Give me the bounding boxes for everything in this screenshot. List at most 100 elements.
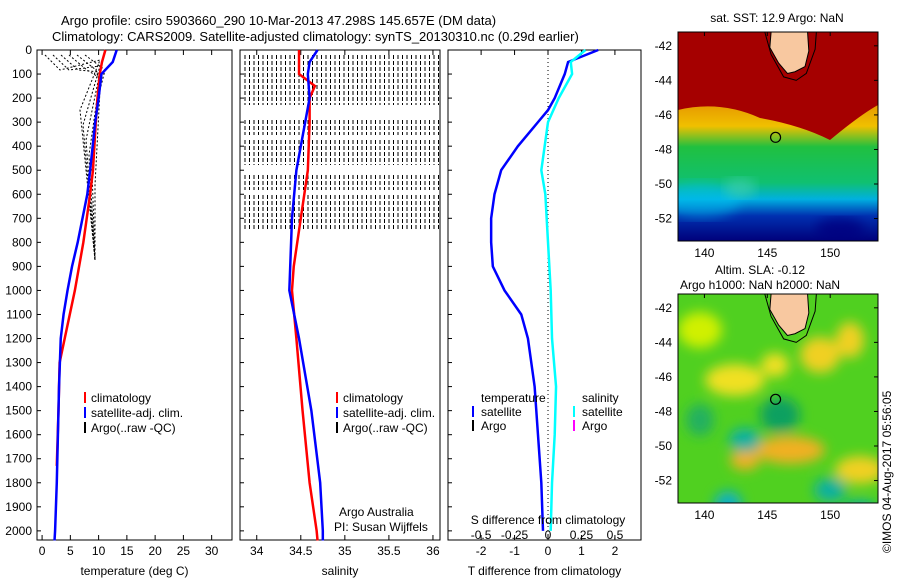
legend-title-salinity: salinity xyxy=(582,391,619,405)
legend-swatch xyxy=(472,420,474,431)
x-tick-label: 34 xyxy=(250,544,264,558)
x-axis-label: salinity xyxy=(322,564,359,578)
x2-tick-label: 0 xyxy=(545,528,552,542)
legend-label: satellite xyxy=(582,405,623,419)
y-tick-label: 600 xyxy=(12,187,32,201)
x-tick-label: 15 xyxy=(120,544,134,558)
sla-map-image xyxy=(678,294,878,503)
x2-tick-label: -0.5 xyxy=(471,528,492,542)
x-tick-label: -2 xyxy=(476,544,487,558)
x-axis-label: T difference from climatology xyxy=(468,564,622,578)
panel-salinity: 34 34.5 35 35.5 36 salinity climatologysatelli… xyxy=(239,49,441,578)
y-tick-label: 900 xyxy=(12,259,32,273)
lon-tick-label: 140 xyxy=(694,246,714,260)
legend-swatch xyxy=(336,392,338,403)
panel-temperature: 0 5 10 15 20 25 30 temperature (deg C) 0 100 200 30… xyxy=(5,43,233,578)
argo-raw-trace xyxy=(76,54,101,261)
legend-label: Argo(..raw -QC) xyxy=(91,421,176,435)
y-tick-label: 800 xyxy=(12,235,32,249)
y-tick-label: 1600 xyxy=(5,428,32,442)
legend-label: satellite xyxy=(481,405,522,419)
y-tick-label: 100 xyxy=(12,67,32,81)
credit-timestamp: ©IMOS 04-Aug-2017 05:56:05 xyxy=(880,390,894,553)
x-tick-label: 0 xyxy=(39,544,46,558)
lon-tick-label: 145 xyxy=(757,246,777,260)
x-tick-label: 20 xyxy=(148,544,162,558)
argo-position-marker xyxy=(769,131,782,143)
legend-swatch xyxy=(84,392,86,403)
x2-axis-label: S difference from climatology xyxy=(471,513,626,527)
lat-tick-label: -44 xyxy=(655,73,673,87)
figure-title-line2: Climatology: CARS2009. Satellite-adjuste… xyxy=(52,29,579,44)
annotation-pi: PI: Susan Wijffels xyxy=(334,520,428,534)
x-tick-label: 25 xyxy=(177,544,191,558)
legend-swatch xyxy=(472,406,474,417)
panel-difference: -2 -1 0 1 2 T difference from climatology temp… xyxy=(447,48,642,578)
x2-tick-label: -0.25 xyxy=(501,528,529,542)
y-tick-label: 700 xyxy=(12,211,32,225)
legend-swatch xyxy=(573,420,575,431)
x-tick-label: 36 xyxy=(426,544,440,558)
x-tick-label: 1 xyxy=(578,544,585,558)
x-tick-label: 35 xyxy=(338,544,352,558)
sst-map-axes: 140 145 150 -42 -44 -46 -48 -50 -52 sat. SST: 12.… xyxy=(655,11,879,260)
lat-tick-label: -50 xyxy=(655,439,673,453)
lat-tick-label: -52 xyxy=(655,474,673,488)
y-tick-label: 500 xyxy=(12,163,32,177)
legend-label: climatology xyxy=(343,391,403,405)
y-tick-label: 1400 xyxy=(5,380,32,394)
y-tick-label: 1900 xyxy=(5,500,32,514)
legend-label: Argo xyxy=(481,419,507,433)
x-tick-label: 35.5 xyxy=(377,544,401,558)
series-satellite-adj-clim- xyxy=(288,49,325,541)
x-tick-label: 2 xyxy=(612,544,619,558)
lon-tick-label: 140 xyxy=(694,508,714,522)
legend-label: satellite-adj. clim. xyxy=(91,406,183,420)
lat-tick-label: -46 xyxy=(655,370,673,384)
x-tick-label: -1 xyxy=(509,544,520,558)
depth-contour xyxy=(764,293,817,343)
x2-tick-label: 0.5 xyxy=(607,528,624,542)
map-frame xyxy=(677,31,879,242)
lat-tick-label: -48 xyxy=(655,142,673,156)
lat-tick-label: -50 xyxy=(655,177,673,191)
annotation-institution: Argo Australia xyxy=(339,505,414,519)
lat-tick-label: -42 xyxy=(655,301,673,315)
y-tick-label: 1500 xyxy=(5,404,32,418)
x-tick-label: 34.5 xyxy=(289,544,313,558)
legend-title-temperature: temperature xyxy=(481,391,546,405)
series-s-satellite xyxy=(540,49,587,531)
legend-label: satellite-adj. clim. xyxy=(343,406,435,420)
lat-tick-label: -42 xyxy=(655,39,673,53)
lat-tick-label: -52 xyxy=(655,212,673,226)
tasmania-land xyxy=(769,293,810,337)
lat-tick-label: -46 xyxy=(655,108,673,122)
tasmania-land xyxy=(769,31,810,75)
y-tick-label: 1200 xyxy=(5,332,32,346)
map-title: sat. SST: 12.9 Argo: NaN xyxy=(710,11,843,25)
legend-swatch xyxy=(84,422,86,433)
x-tick-label: 10 xyxy=(92,544,106,558)
y-tick-label: 0 xyxy=(25,43,32,57)
figure-title-line1: Argo profile: csiro 5903660_290 10-Mar-2… xyxy=(61,13,497,28)
y-tick-label: 1300 xyxy=(5,356,32,370)
y-tick-label: 300 xyxy=(12,115,32,129)
x-axis-label: temperature (deg C) xyxy=(80,564,188,578)
y-tick-label: 1700 xyxy=(5,452,32,466)
legend-label: climatology xyxy=(91,391,151,405)
map-frame xyxy=(677,293,879,504)
series-t-satellite xyxy=(489,48,599,531)
x2-tick-label: 0.25 xyxy=(570,528,594,542)
y-tick-label: 1100 xyxy=(6,307,32,321)
map-title: Altim. SLA: -0.12 xyxy=(715,263,805,277)
y-tick-label: 400 xyxy=(12,139,32,153)
map-subtitle: Argo h1000: NaN h2000: NaN xyxy=(680,278,840,292)
x-tick-label: 5 xyxy=(67,544,74,558)
y-tick-label: 1000 xyxy=(5,283,32,297)
sst-map-image xyxy=(678,32,878,241)
series-climatology xyxy=(290,50,319,541)
legend-swatch xyxy=(336,422,338,433)
argo-position-marker xyxy=(769,393,782,405)
